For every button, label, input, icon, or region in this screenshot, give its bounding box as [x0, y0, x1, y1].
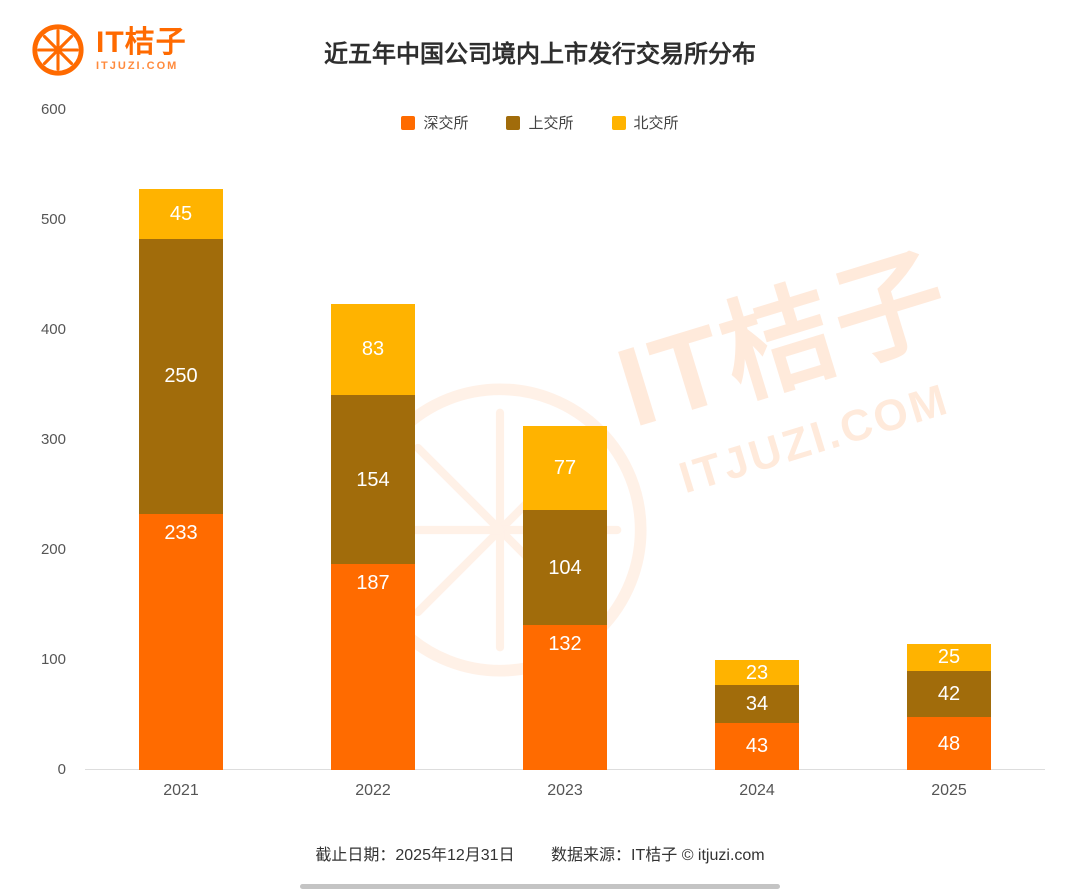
- y-tick-label: 300: [40, 431, 66, 448]
- legend-swatch-icon: [611, 115, 626, 130]
- bar-segment-上交所: 42: [907, 671, 991, 718]
- plot-area: 233 250 45 2021 187 154 83 2022 132 104 77 2023 43 34…: [85, 110, 1045, 799]
- orange-slice-icon: [32, 24, 84, 76]
- bar-value-label: 233: [164, 521, 198, 544]
- bar-value-label: 34: [745, 693, 769, 715]
- bar-segment-北交所: 25: [907, 643, 991, 672]
- y-tick-label: 400: [40, 321, 66, 338]
- chart-footer: 截止日期：2025年12月31日 数据来源：IT桔子 © itjuzi.com: [0, 841, 1080, 865]
- legend-item: 北交所: [611, 112, 679, 133]
- chart-legend: 深交所 上交所 北交所: [0, 112, 1080, 133]
- legend-swatch-icon: [506, 115, 521, 130]
- bar-segment-上交所: 154: [331, 394, 415, 565]
- bar-value-label: 250: [164, 365, 198, 388]
- bar-value-label: 104: [548, 556, 582, 579]
- x-tick-label: 2023: [547, 782, 583, 799]
- logo-domain: ITJUZI.COM: [96, 60, 179, 73]
- bar-value-label: 132: [548, 632, 582, 655]
- bar-segment-上交所: 34: [715, 685, 799, 723]
- bar-value-label: 43: [745, 735, 769, 758]
- bar-segment-上交所: 250: [139, 238, 223, 514]
- bar-segment-深交所: 43: [715, 722, 799, 770]
- bar-segment-北交所: 45: [139, 189, 223, 239]
- stacked-bar-2021: 233 250 45: [139, 189, 223, 770]
- x-tick-label: 2024: [739, 782, 775, 799]
- x-tick-label: 2021: [163, 782, 199, 799]
- bar-segment-北交所: 23: [715, 660, 799, 686]
- bar-segment-深交所: 48: [907, 717, 991, 770]
- x-tick-label: 2022: [355, 782, 391, 799]
- stacked-bar-2022: 187 154 83: [331, 303, 415, 770]
- legend-item: 上交所: [506, 112, 574, 133]
- bar-segment-北交所: 77: [523, 425, 607, 511]
- stacked-bar-2023: 132 104 77: [523, 425, 607, 770]
- bar-value-label: 25: [937, 646, 961, 669]
- stacked-bar-2025: 48 42 25: [907, 643, 991, 770]
- horizontal-scrollbar[interactable]: [300, 884, 780, 889]
- legend-label: 上交所: [528, 115, 574, 132]
- legend-label: 北交所: [633, 115, 679, 132]
- bar-segment-深交所: 187: [331, 564, 415, 770]
- bar-segment-上交所: 104: [523, 510, 607, 625]
- y-axis: 0 100 200 300 400 500 600: [0, 101, 70, 778]
- bar-segment-深交所: 132: [523, 624, 607, 770]
- app-logo: IT桔子 ITJUZI.COM: [30, 22, 187, 78]
- bar-value-label: 83: [361, 338, 385, 361]
- y-tick-label: 600: [40, 101, 66, 118]
- stacked-bar-2024: 43 34 23: [715, 660, 799, 770]
- x-tick-label: 2025: [931, 782, 967, 799]
- legend-label: 深交所: [423, 115, 469, 132]
- bar-value-label: 23: [745, 661, 769, 684]
- footer-date: 截止日期：2025年12月31日: [315, 847, 515, 864]
- y-tick-label: 100: [40, 651, 66, 668]
- bar-value-label: 42: [937, 683, 961, 706]
- legend-swatch-icon: [401, 115, 416, 130]
- bar-segment-北交所: 83: [331, 303, 415, 395]
- bar-value-label: 45: [169, 202, 193, 225]
- bar-segment-深交所: 233: [139, 513, 223, 770]
- logo-name: IT桔子: [96, 25, 187, 59]
- bar-value-label: 187: [356, 572, 390, 595]
- chart-title: 近五年中国公司境内上市发行交易所分布: [324, 41, 756, 68]
- bar-value-label: 154: [356, 468, 390, 491]
- bar-value-label: 48: [937, 732, 961, 755]
- bar-value-label: 77: [553, 457, 577, 480]
- y-tick-label: 0: [57, 761, 66, 778]
- footer-source: 数据来源：IT桔子 © itjuzi.com: [551, 847, 765, 864]
- legend-item: 深交所: [401, 112, 468, 133]
- y-tick-label: 500: [40, 211, 66, 228]
- y-tick-label: 200: [40, 541, 66, 558]
